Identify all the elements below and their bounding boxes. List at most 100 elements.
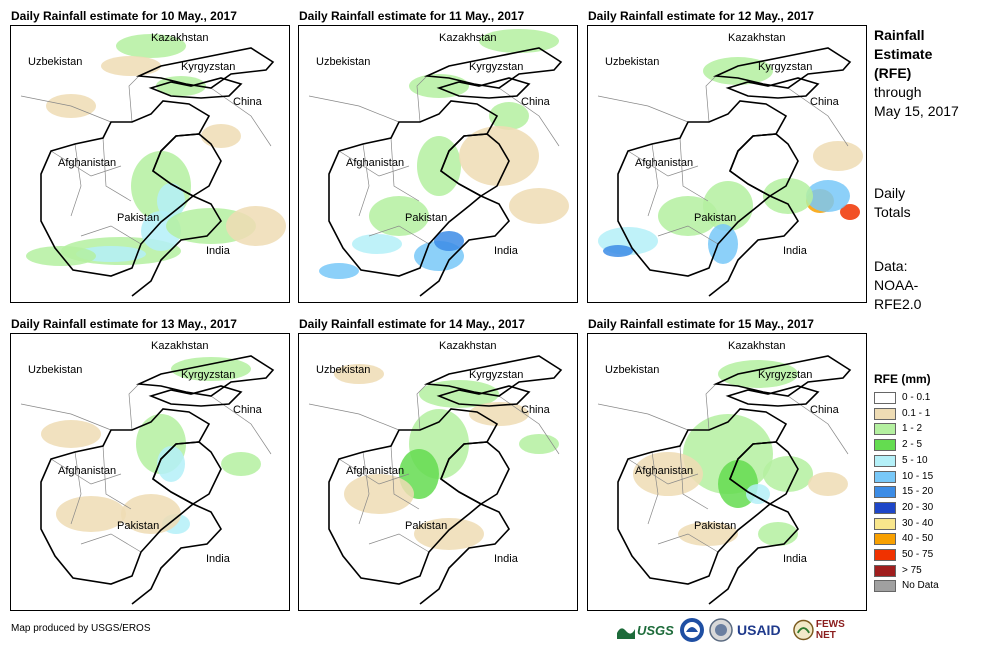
rainfall-area <box>157 183 185 219</box>
rainfall-area <box>763 456 813 492</box>
usgs-logo: USGS <box>617 616 679 644</box>
rfe-title-line-1: Rainfall <box>874 27 925 43</box>
rainfall-area <box>201 124 241 148</box>
rainfall-area <box>718 360 798 388</box>
panel-title-1: Daily Rainfall estimate for 10 May., 201… <box>11 9 237 23</box>
rainfall-area <box>221 452 261 476</box>
country-border <box>725 385 820 407</box>
country-label-kyrgyzstan: Kyrgyzstan <box>181 369 236 381</box>
admin-boundaries <box>20 383 272 553</box>
data-source-line-1: Data: <box>874 258 908 274</box>
country-label-india: India <box>494 245 518 257</box>
country-border <box>708 503 799 605</box>
country-label-pakistan: Pakistan <box>117 520 160 532</box>
rainfall-layer <box>319 29 569 279</box>
country-border <box>423 47 563 89</box>
country-border <box>152 441 222 505</box>
map-drawing <box>20 355 275 605</box>
country-label-china: China <box>810 96 839 108</box>
country-label-kyrgyzstan: Kyrgyzstan <box>758 369 813 381</box>
map-drawing <box>597 355 852 605</box>
rainfall-layer <box>334 364 559 550</box>
country-border <box>135 355 275 397</box>
country-border <box>440 133 510 197</box>
rainfall-area <box>41 420 101 448</box>
country-border <box>131 195 222 297</box>
rfe-title-line-2: Estimate <box>874 46 933 62</box>
country-label-uzbekistan: Uzbekistan <box>605 56 660 68</box>
legend-swatch <box>874 423 896 436</box>
legend-swatch <box>874 580 896 593</box>
country-label-afghanistan: Afghanistan <box>58 157 117 169</box>
daily-totals-line-2: Totals <box>874 204 911 220</box>
legend-label: 1 - 2 <box>902 423 923 435</box>
country-label-uzbekistan: Uzbekistan <box>316 56 371 68</box>
country-label-afghanistan: Afghanistan <box>346 157 405 169</box>
legend-label: 0 - 0.1 <box>902 392 931 403</box>
country-border <box>152 133 222 197</box>
country-label-kyrgyzstan: Kyrgyzstan <box>469 61 524 73</box>
country-label-india: India <box>783 245 807 257</box>
country-label-china: China <box>521 96 550 108</box>
rainfall-area <box>434 231 464 251</box>
country-label-china: China <box>521 404 550 416</box>
legend-swatch <box>874 392 896 404</box>
legend-label: 20 - 30 <box>902 501 934 513</box>
rainfall-map-2: Kazakhstan Uzbekistan Kyrgyzstan China Afgha… <box>298 25 578 303</box>
admin-boundaries <box>20 75 272 245</box>
map-drawing <box>308 355 563 605</box>
country-label-pakistan: Pakistan <box>405 212 448 224</box>
rainfall-area <box>703 57 773 85</box>
country-label-uzbekistan: Uzbekistan <box>605 364 660 376</box>
country-label-kyrgyzstan: Kyrgyzstan <box>469 369 524 381</box>
rainfall-area <box>658 196 718 236</box>
country-label-china: China <box>233 96 262 108</box>
legend-label: 10 - 15 <box>902 470 934 482</box>
panel-title-3: Daily Rainfall estimate for 12 May., 201… <box>588 9 814 23</box>
rainfall-area <box>813 141 863 171</box>
rainfall-area <box>334 364 384 384</box>
country-border <box>712 47 852 89</box>
daily-totals: Daily Totals <box>874 184 911 222</box>
rainfall-area <box>459 126 539 186</box>
rainfall-area <box>603 245 633 257</box>
panel-title-2: Daily Rainfall estimate for 11 May., 201… <box>299 9 525 23</box>
rainfall-area <box>758 522 798 546</box>
country-border <box>440 441 510 505</box>
legend-swatch <box>874 439 896 452</box>
legend-swatch <box>874 486 896 499</box>
rainfall-map-5: Kazakhstan Uzbekistan Kyrgyzstan China Afgha… <box>298 333 578 611</box>
rainfall-area <box>352 234 402 254</box>
rainfall-area <box>226 206 286 246</box>
country-label-india: India <box>783 553 807 565</box>
rainfall-area <box>156 76 206 96</box>
country-label-kazakhstan: Kazakhstan <box>439 340 497 352</box>
rainfall-area <box>633 452 703 496</box>
country-border <box>419 503 510 605</box>
country-label-uzbekistan: Uzbekistan <box>316 364 371 376</box>
rainfall-area <box>746 484 770 504</box>
rainfall-area <box>319 263 359 279</box>
rainfall-area <box>121 494 181 534</box>
legend-swatch <box>874 533 896 546</box>
dos-seal-logo <box>709 616 735 644</box>
rfe-title-line-3: (RFE) <box>874 65 912 81</box>
country-label-kyrgyzstan: Kyrgyzstan <box>181 61 236 73</box>
country-label-afghanistan: Afghanistan <box>635 157 694 169</box>
country-border <box>148 77 243 99</box>
rainfall-area <box>414 518 484 550</box>
rainfall-area <box>678 522 738 546</box>
rainfall-area <box>369 196 429 236</box>
country-label-kazakhstan: Kazakhstan <box>151 32 209 44</box>
country-label-uzbekistan: Uzbekistan <box>28 56 83 68</box>
rainfall-map-6: Kazakhstan Uzbekistan Kyrgyzstan China Afgha… <box>587 333 867 611</box>
rainfall-area <box>157 446 185 482</box>
country-border <box>135 47 275 89</box>
map-drawing <box>597 47 863 297</box>
map-drawing <box>308 29 569 297</box>
rainfall-map-3: Kazakhstan Uzbekistan Kyrgyzstan China Afgha… <box>587 25 867 303</box>
country-label-pakistan: Pakistan <box>694 520 737 532</box>
rainfall-area <box>56 496 126 532</box>
country-label-india: India <box>494 553 518 565</box>
legend-label: 50 - 75 <box>902 549 934 560</box>
